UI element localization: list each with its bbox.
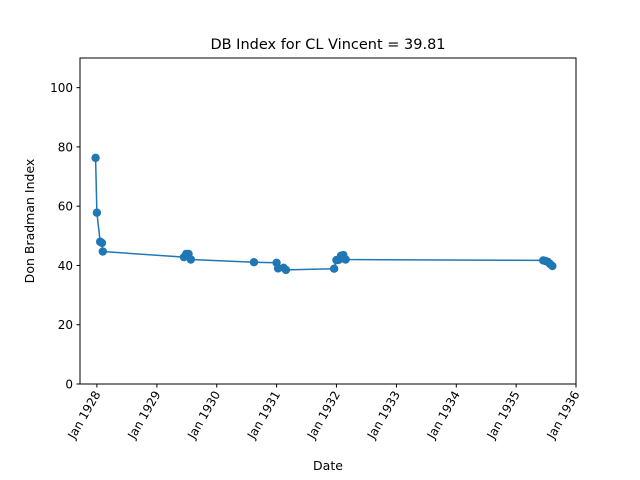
x-tick-label: Jan 1935 <box>484 389 523 443</box>
data-point <box>341 255 350 264</box>
series-layer <box>91 153 557 275</box>
x-tick-label: Jan 1932 <box>304 389 343 443</box>
series-line <box>94 157 553 271</box>
x-tick-label: Jan 1934 <box>424 389 463 443</box>
data-point <box>91 153 100 163</box>
data-point <box>92 208 102 217</box>
x-axis: Jan 1928 Jan 1929 Jan 1930 Jan 1931 Jan 1932… <box>64 384 583 443</box>
y-tick-label: 80 <box>58 140 73 154</box>
data-point <box>281 265 291 275</box>
x-axis-label: Date <box>313 458 343 473</box>
y-tick-label: 60 <box>58 200 73 214</box>
plot-frame <box>79 57 577 385</box>
x-tick-label: Jan 1936 <box>544 389 583 443</box>
x-tick-label: Jan 1928 <box>64 389 103 443</box>
y-axis-label: Don Bradman Index <box>22 159 37 284</box>
x-tick-label: Jan 1929 <box>124 389 163 443</box>
x-tick-label: Jan 1930 <box>184 389 223 443</box>
x-tick-label: Jan 1931 <box>244 389 283 443</box>
x-tick-label: Jan 1933 <box>364 389 403 443</box>
data-point <box>548 261 557 271</box>
y-tick-label: 40 <box>58 259 73 273</box>
data-point <box>186 255 196 264</box>
y-tick-label: 20 <box>58 318 73 332</box>
y-axis: 0 20 40 60 80 100 <box>50 81 80 392</box>
data-point <box>97 238 107 248</box>
data-point <box>329 264 339 273</box>
plot-area <box>79 57 577 385</box>
y-tick-label: 100 <box>50 81 73 95</box>
data-point <box>249 257 259 267</box>
data-point <box>98 247 107 256</box>
chart-title: DB Index for CL Vincent = 39.81 <box>210 37 445 53</box>
y-tick-label: 0 <box>65 378 73 392</box>
